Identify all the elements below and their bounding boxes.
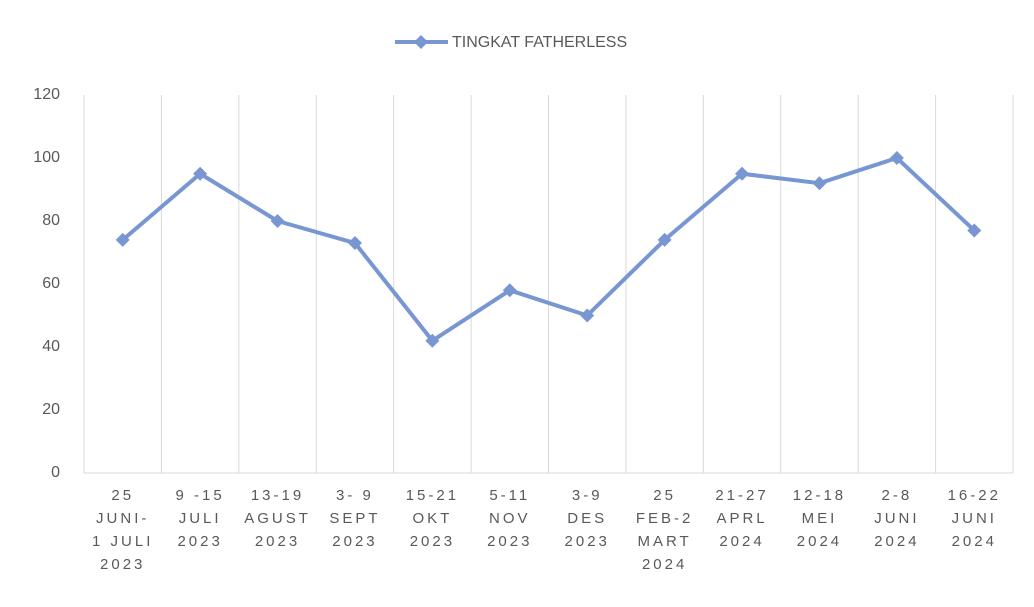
point-marker (425, 333, 440, 348)
x-tick-label: 5-11 NOV 2023 (487, 487, 532, 550)
x-tick-line: JULI (179, 510, 222, 527)
x-tick-line: DES (567, 510, 607, 527)
x-tick-line: 15-21 (406, 487, 459, 504)
point-marker (193, 166, 208, 181)
x-tick-line: 16-22 (948, 487, 1001, 504)
x-tick-label: 3- 9 SEPT 2023 (329, 487, 380, 550)
x-tick-line: 2023 (487, 533, 532, 550)
x-tick-line: MEI (802, 510, 838, 527)
x-tick-line: 2024 (642, 556, 687, 573)
x-tick-line: 3-9 (572, 487, 603, 504)
x-tick-label: 21-27 APRL 2024 (715, 487, 768, 550)
x-tick-line: JUNI (952, 510, 997, 527)
y-tick-label: 40 (42, 338, 60, 355)
point-marker (657, 232, 672, 247)
y-tick-label: 20 (42, 401, 60, 418)
legend-marker (414, 35, 428, 49)
x-tick-line: JUNI- (96, 510, 149, 527)
point-marker (889, 151, 904, 165)
x-tick-line: 5-11 (489, 487, 530, 504)
x-tick-line: JUNI (874, 510, 919, 527)
point-marker (735, 166, 750, 181)
point-marker (347, 236, 362, 251)
x-tick-line: 25 (111, 487, 134, 504)
x-tick-line: OKT (412, 510, 452, 527)
point-marker (115, 232, 130, 247)
y-tick-label: 60 (42, 275, 60, 292)
x-tick-label: 9 -15 JULI 2023 (176, 487, 225, 550)
x-tick-line: 2023 (255, 533, 300, 550)
point-marker (967, 223, 982, 238)
x-tick-label: 25 JUNI- 1 JULI 2023 (92, 487, 153, 573)
y-tick-label: 100 (33, 149, 60, 166)
x-tick-line: 2023 (332, 533, 377, 550)
x-tick-label: 12-18 MEI 2024 (793, 487, 846, 550)
x-tick-line: 2024 (719, 533, 764, 550)
x-tick-line: 1 JULI (92, 533, 153, 550)
x-tick-label: 3-9 DES 2023 (565, 487, 610, 550)
y-tick-label: 80 (42, 212, 60, 229)
x-tick-line: 3- 9 (336, 487, 374, 504)
x-tick-line: 2023 (565, 533, 610, 550)
y-tick-label: 120 (33, 86, 60, 103)
line-series (121, 156, 976, 343)
x-tick-line: MART (638, 533, 692, 550)
point-marker (812, 176, 827, 191)
x-tick-line: 25 (653, 487, 676, 504)
x-tick-line: FEB-2 (636, 510, 694, 527)
x-tick-line: SEPT (329, 510, 380, 527)
x-tick-line: 2024 (952, 533, 997, 550)
x-tick-line: 2023 (410, 533, 455, 550)
x-tick-line: AGUST (244, 510, 311, 527)
x-tick-label: 2-8 JUNI 2024 (874, 487, 919, 550)
x-tick-label: 25 FEB-2 MART 2024 (636, 487, 694, 573)
x-tick-line: 9 -15 (176, 487, 225, 504)
point-marker (580, 308, 595, 323)
x-tick-line: 2024 (874, 533, 919, 550)
x-tick-label: 16-22 JUNI 2024 (948, 487, 1001, 550)
y-tick-label: 0 (51, 464, 60, 481)
x-tick-line: 2023 (100, 556, 145, 573)
x-tick-line: 2023 (177, 533, 222, 550)
x-tick-line: NOV (489, 510, 531, 527)
point-marker (270, 214, 285, 228)
x-tick-label: 15-21 OKT 2023 (406, 487, 459, 550)
x-tick-line: 21-27 (715, 487, 768, 504)
point-marker (502, 283, 517, 298)
x-tick-line: 2-8 (882, 487, 913, 504)
x-tick-label: 13-19 AGUST 2023 (244, 487, 311, 550)
x-tick-line: APRL (716, 510, 767, 527)
x-tick-line: 12-18 (793, 487, 846, 504)
x-tick-line: 13-19 (251, 487, 304, 504)
x-tick-line: 2024 (797, 533, 842, 550)
legend-label: TINGKAT FATHERLESS (452, 34, 627, 51)
